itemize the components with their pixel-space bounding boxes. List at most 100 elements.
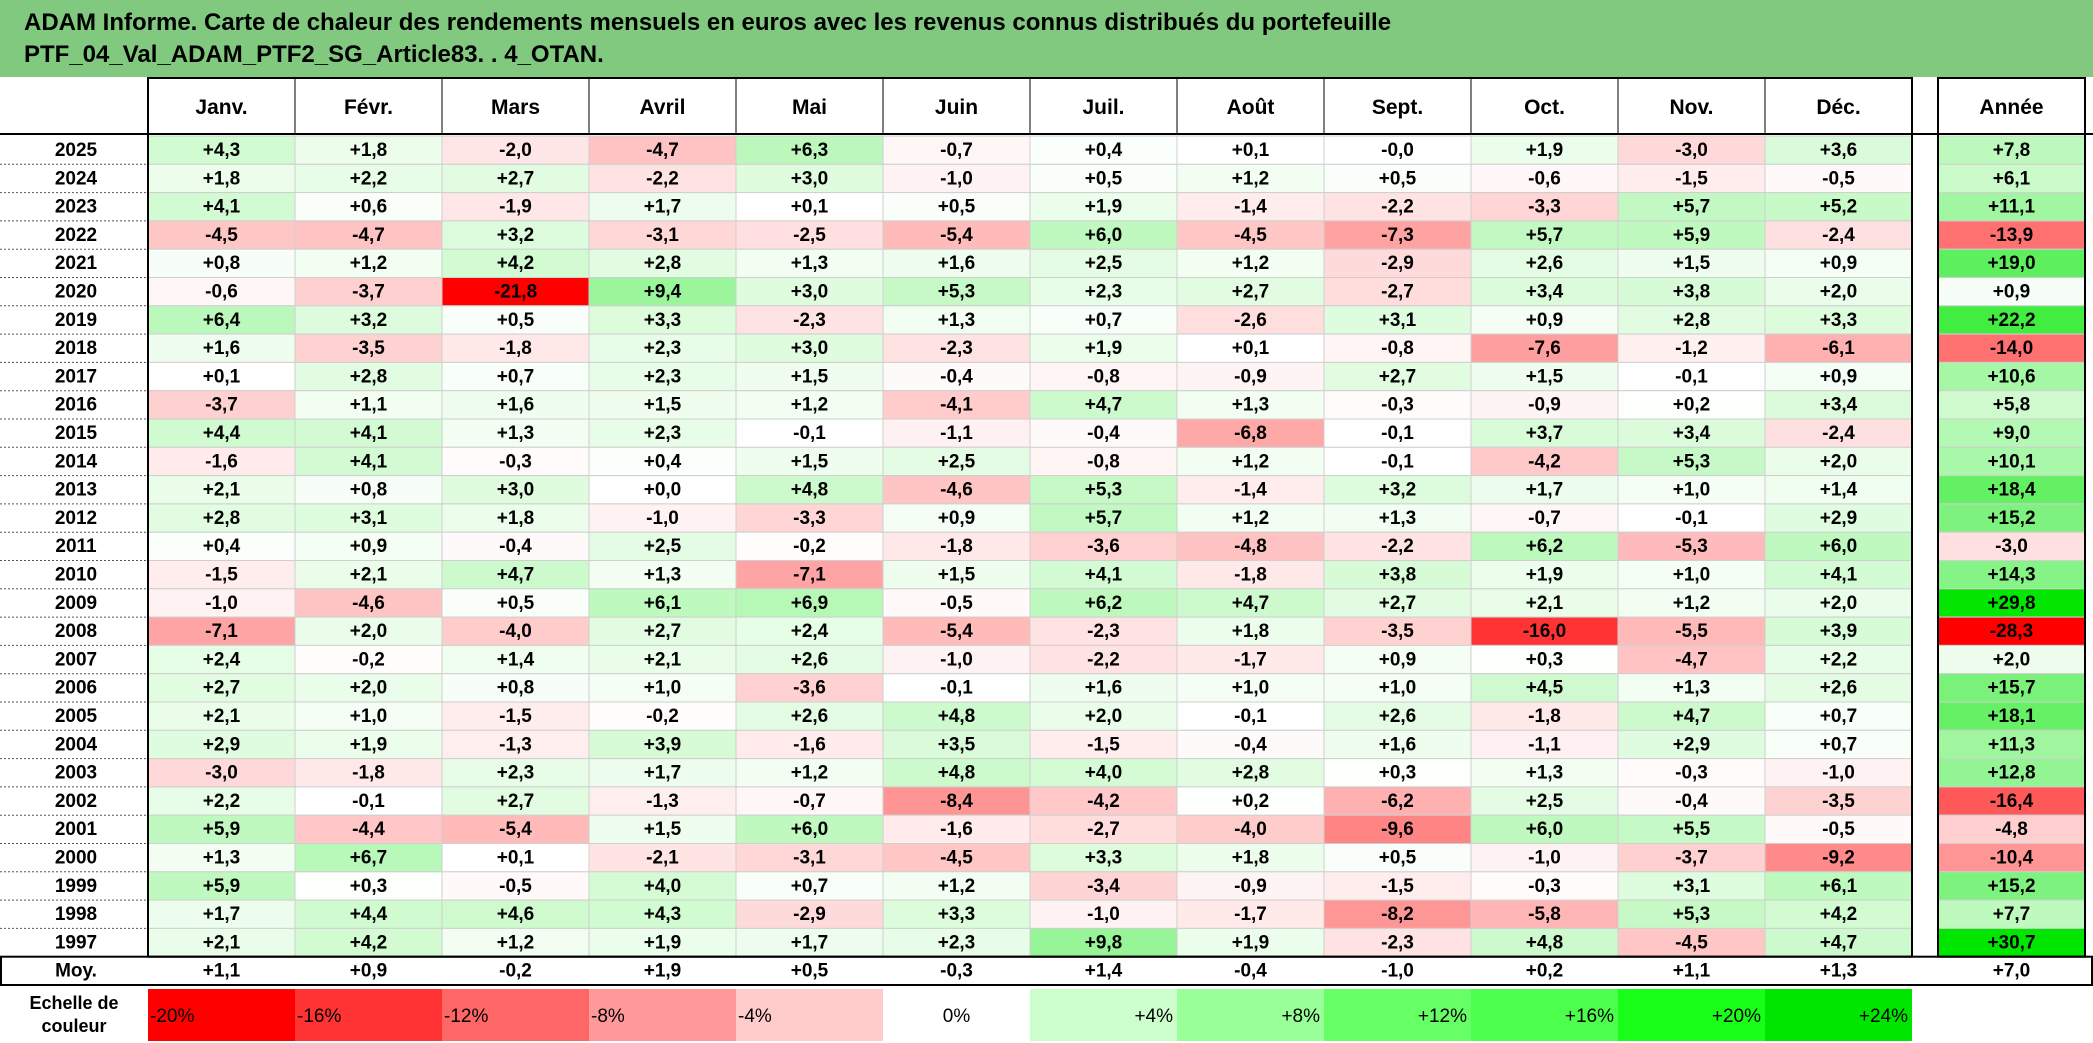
cell-value: -3,5 [1822,791,1855,812]
annual-value: +11,1 [1988,197,2035,218]
cell-value: +0,7 [1820,706,1858,727]
heatmap-cell [1176,588,1325,618]
heatmap-cell [1176,503,1325,533]
cell-value: -4,5 [1234,225,1267,246]
heatmap-cell [735,843,884,873]
cell-value: -4,6 [352,593,385,614]
cell-value: +2,8 [350,366,388,387]
cell-value: -0,4 [1087,423,1120,444]
cell-value: +6,0 [1526,819,1564,840]
cell-value: +4,8 [938,763,976,784]
cell-value: -3,5 [1381,621,1414,642]
cell-value: +0,5 [1379,168,1417,189]
heatmap-cell [1176,673,1325,703]
cell-value: -0,7 [940,140,973,161]
heatmap-cell [588,531,737,562]
heatmap-cell [294,220,443,250]
heatmap-cell [588,758,737,788]
cell-value: +6,1 [644,593,682,614]
cell-value: -1,7 [1234,904,1267,925]
cell-value: -9,6 [1381,819,1414,840]
cell-value: +2,1 [350,565,388,586]
heatmap-cell [882,446,1031,477]
cell-value: -0,1 [1675,508,1708,529]
cell-value: +0,5 [1379,848,1417,869]
cell-value: -2,3 [940,338,973,359]
cell-value: +0,9 [1820,366,1858,387]
heatmap-cell [1176,814,1325,845]
cell-value: +1,3 [1673,678,1711,699]
cell-value: +2,0 [350,621,388,642]
year-label: 2001 [55,819,98,840]
heatmap-cell [441,729,590,760]
cell-value: +0,4 [1085,140,1123,161]
annual-cell [1937,560,2086,590]
cell-value: +1,5 [938,565,976,586]
heatmap-cell [882,135,1031,165]
heatmap-cell [441,503,590,533]
cell-value: -3,5 [352,338,385,359]
cell-value: +1,8 [203,168,241,189]
heatmap-cell [1764,531,1913,562]
cell-value: -1,6 [205,451,238,472]
annual-cell [1937,333,2086,363]
year-label: 2019 [55,310,97,331]
heatmap-cell [1617,361,1766,392]
cell-value: -0,5 [1822,168,1855,189]
cell-value: -1,0 [940,649,973,670]
cell-value: -1,0 [1528,848,1561,869]
heatmap-cell [1029,333,1178,363]
cell-value: +2,3 [644,338,682,359]
cell-value: +0,5 [497,593,535,614]
annual-value: -4,8 [1995,819,2028,840]
cell-value: +3,1 [1379,310,1417,331]
cell-value: -0,2 [646,706,679,727]
heatmap-cell [882,192,1031,222]
average-annual-value: +7,0 [1993,961,2031,982]
cell-value: -4,7 [352,225,385,246]
scale-step-label: +24% [1859,1006,1908,1027]
heatmap-cell [147,616,296,646]
heatmap-cell [1176,729,1325,760]
cell-value: +4,1 [350,423,388,444]
scale-step-label: -20% [150,1006,194,1027]
cell-value: +2,4 [203,649,241,670]
cell-value: +1,8 [1232,848,1270,869]
cell-value: -1,3 [646,791,679,812]
heatmap-cell [588,814,737,845]
cell-value: -2,4 [1822,423,1855,444]
annual-value: +0,9 [1993,282,2031,303]
scale-step-label: +16% [1565,1006,1614,1027]
cell-value: +2,1 [203,706,241,727]
cell-value: +1,5 [644,395,682,416]
cell-value: +4,3 [203,140,241,161]
heatmap-cell [588,560,737,590]
heatmap-cell [1617,843,1766,873]
cell-value: +1,3 [497,423,535,444]
year-label: 1999 [55,876,97,897]
heatmap-cell [588,871,737,901]
cell-value: +4,1 [1820,565,1858,586]
year-label: 2016 [55,395,97,416]
heatmap-cell [735,333,884,363]
cell-value: -0,2 [793,536,826,557]
heatmap-cell [147,361,296,392]
cell-value: +4,0 [644,876,682,897]
cell-value: -2,3 [1381,932,1414,953]
cell-value: +1,7 [203,904,241,925]
cell-value: -2,4 [1822,225,1855,246]
heatmap-cell [441,814,590,845]
scale-swatch [1030,989,1177,1041]
heatmap-cell [441,305,590,335]
cell-value: -0,0 [1381,140,1414,161]
heatmap-cell [588,192,737,222]
cell-value: -5,5 [1675,621,1708,642]
cell-value: -2,6 [1234,310,1267,331]
cell-value: +2,9 [203,734,241,755]
cell-value: +0,3 [1526,649,1564,670]
cell-value: +0,1 [1232,140,1270,161]
heatmap-cell [882,588,1031,618]
heatmap-cell [588,248,737,278]
scale-swatch [148,989,295,1041]
year-label: 2012 [55,508,97,529]
